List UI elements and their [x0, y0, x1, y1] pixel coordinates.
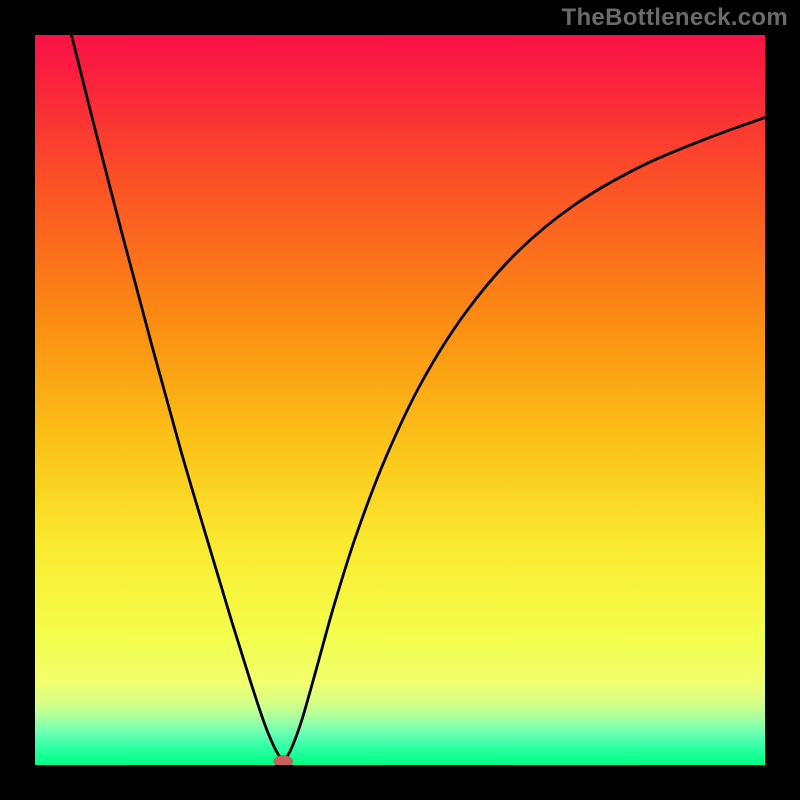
plot-svg	[35, 35, 765, 765]
watermark-text: TheBottleneck.com	[562, 4, 788, 32]
plot-frame	[35, 35, 765, 765]
plot-background	[35, 35, 765, 765]
bottleneck-marker	[274, 756, 293, 765]
chart-container: TheBottleneck.com	[0, 0, 800, 800]
